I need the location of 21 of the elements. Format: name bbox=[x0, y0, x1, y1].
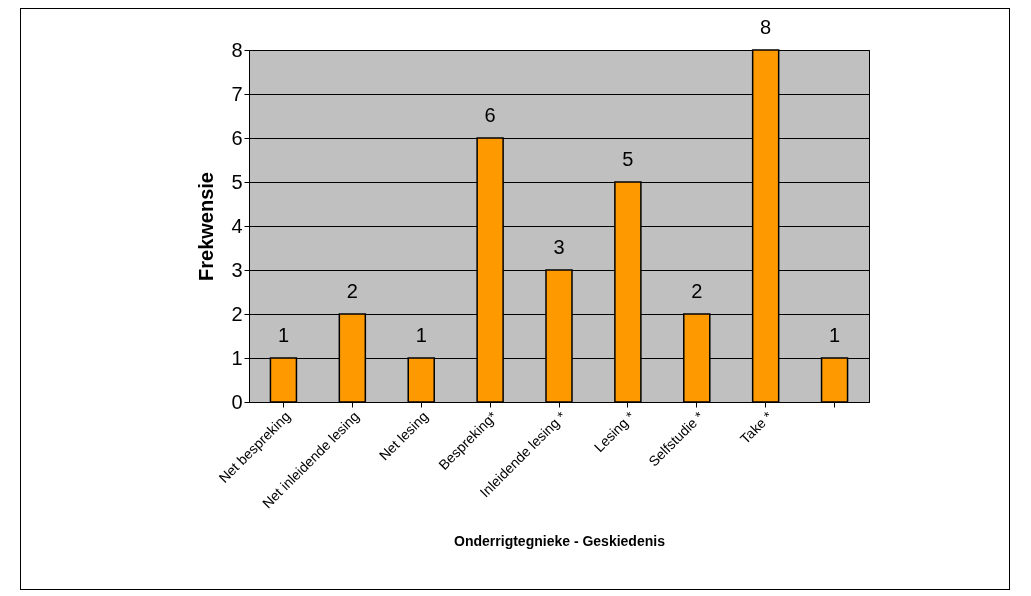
y-axis-title: Frekwensie bbox=[195, 172, 218, 281]
data-label: 6 bbox=[484, 104, 496, 126]
y-tick-label: 7 bbox=[231, 82, 243, 105]
data-label: 8 bbox=[760, 16, 772, 38]
data-label: 3 bbox=[553, 236, 565, 258]
data-label: 1 bbox=[415, 324, 427, 346]
data-label: 2 bbox=[691, 280, 703, 302]
y-tick-label: 8 bbox=[231, 38, 243, 61]
data-label: 2 bbox=[346, 280, 358, 302]
data-label: 1 bbox=[828, 324, 841, 346]
y-tick-label: 3 bbox=[231, 258, 243, 281]
data-label: 5 bbox=[622, 148, 634, 170]
x-axis-title: Onderrigtegnieke - Geskiedenis bbox=[454, 533, 666, 550]
y-tick-label: 1 bbox=[231, 346, 243, 369]
y-tick-label: 4 bbox=[231, 214, 243, 237]
data-label: 1 bbox=[277, 324, 290, 346]
y-tick-label: 5 bbox=[231, 170, 243, 193]
y-tick-label: 6 bbox=[231, 126, 243, 149]
y-tick-label: 2 bbox=[231, 302, 243, 325]
x-tick-label: Take * bbox=[736, 407, 776, 447]
y-tick-label: 0 bbox=[231, 390, 243, 413]
